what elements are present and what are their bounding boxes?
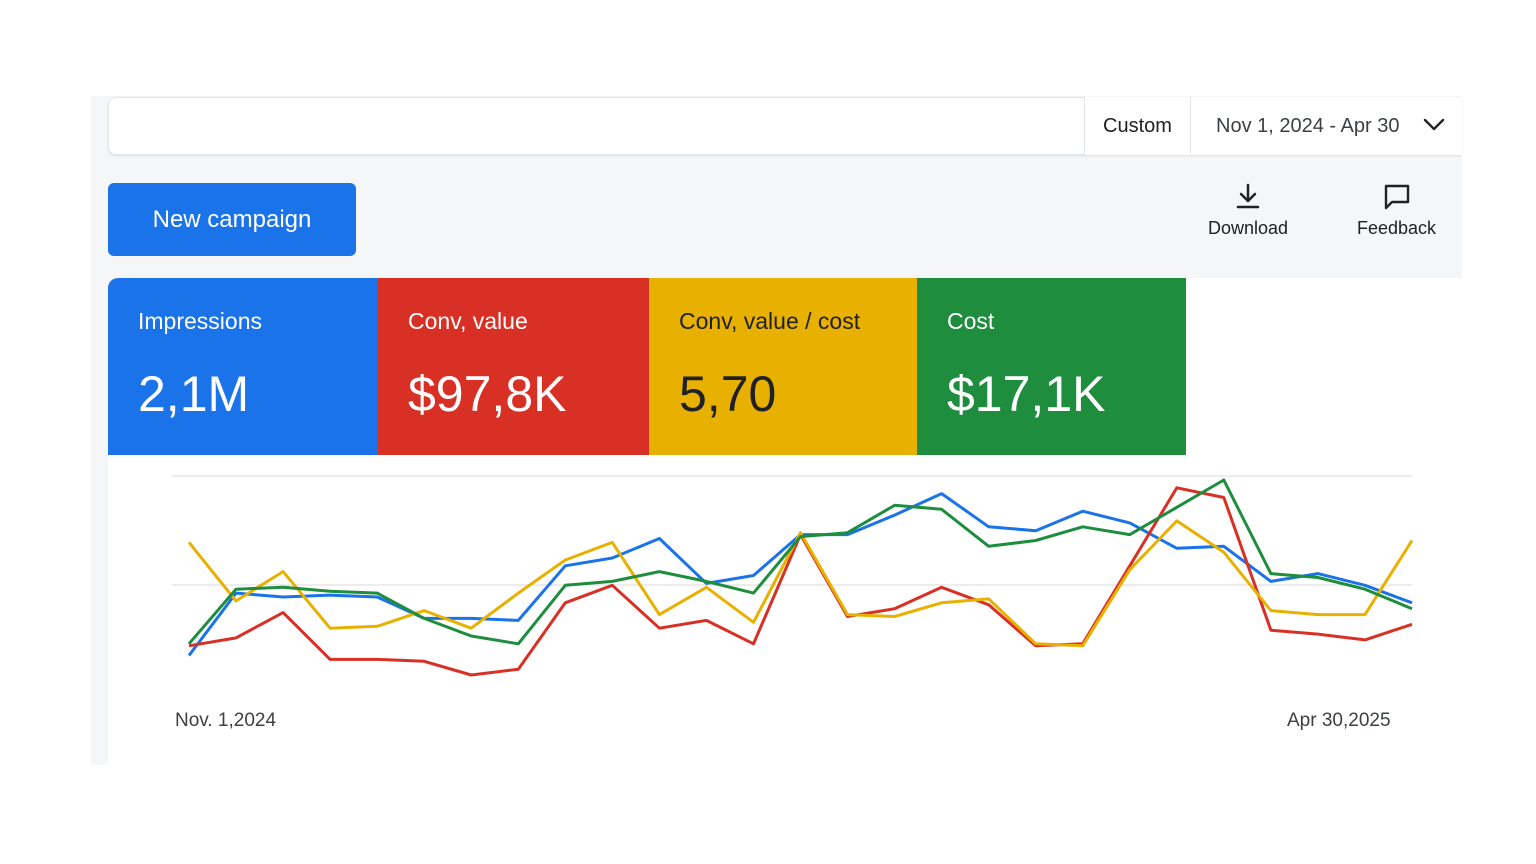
metric-value: 2,1M bbox=[138, 366, 250, 422]
metric-label: Conv, value / cost bbox=[679, 308, 861, 334]
series-line-4 bbox=[187, 478, 1413, 646]
metric-tile-conv-value-per-cost[interactable]: Conv, value / cost 5,70 bbox=[649, 278, 917, 455]
date-range-dropdown[interactable]: Nov 1, 2024 - Apr 30 bbox=[1191, 97, 1462, 155]
feedback-label: Feedback bbox=[1357, 218, 1437, 238]
metric-value: $97,8K bbox=[408, 366, 567, 422]
metric-tile-cost[interactable]: Cost $17,1K bbox=[917, 278, 1186, 455]
feedback-button[interactable]: Feedback bbox=[1357, 182, 1436, 239]
download-label: Download bbox=[1208, 218, 1289, 238]
series-line-2 bbox=[188, 486, 1413, 677]
date-range-label: Nov 1, 2024 - Apr 30 bbox=[1216, 114, 1400, 137]
metric-tile-impressions[interactable]: Impressions 2,1M bbox=[108, 278, 378, 455]
date-preset-button[interactable]: Custom bbox=[1084, 97, 1191, 155]
x-axis-end-label: Apr 30,2025 bbox=[1287, 710, 1391, 731]
metric-label: Conv, value bbox=[408, 308, 528, 334]
metric-tile-conv-value[interactable]: Conv, value $97,8K bbox=[378, 278, 649, 455]
feedback-icon bbox=[1384, 184, 1409, 210]
date-preset-label: Custom bbox=[1103, 114, 1172, 137]
metric-label: Cost bbox=[947, 308, 995, 334]
metric-value: 5,70 bbox=[679, 366, 777, 422]
series-line-1 bbox=[187, 492, 1413, 657]
new-campaign-button[interactable]: New campaign bbox=[108, 183, 356, 256]
metric-value: $17,1K bbox=[947, 366, 1106, 422]
chevron-down-icon bbox=[1423, 118, 1445, 131]
x-axis-start-label: Nov. 1,2024 bbox=[175, 710, 277, 731]
download-button[interactable]: Download bbox=[1208, 182, 1288, 239]
performance-chart bbox=[172, 475, 1414, 677]
metric-label: Impressions bbox=[138, 308, 262, 334]
download-icon bbox=[1236, 183, 1260, 209]
series-line-3 bbox=[187, 519, 1414, 648]
